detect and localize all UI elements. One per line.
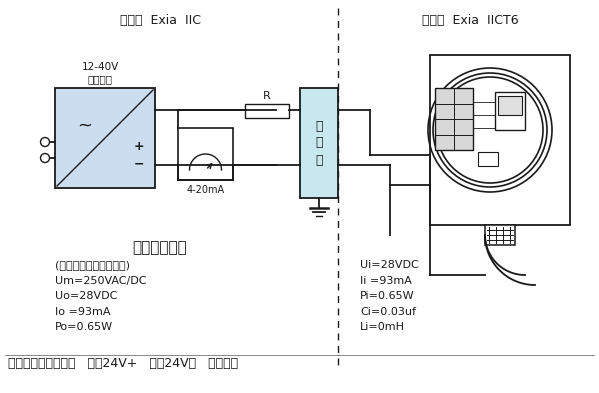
Text: 12-40V
直流电源: 12-40V 直流电源 (81, 62, 119, 84)
Text: ~: ~ (77, 117, 92, 135)
Bar (478, 152, 498, 166)
Text: 注：一体化接线方式   红：24V+   蓝：24V－   黑：接地: 注：一体化接线方式 红：24V+ 蓝：24V－ 黑：接地 (8, 357, 238, 370)
Bar (300, 88, 338, 198)
Bar (498, 96, 522, 115)
Bar (178, 128, 233, 180)
Circle shape (41, 154, 50, 162)
Bar (430, 55, 570, 225)
Bar (435, 88, 473, 150)
Bar (495, 92, 525, 130)
Circle shape (41, 138, 50, 147)
Text: 安
全
栅: 安 全 栅 (315, 119, 323, 167)
Text: 本安型接线图: 本安型接线图 (132, 240, 187, 255)
Text: Ui=28VDC
Ii =93mA
Pi=0.65W
Ci=0.03uf
Li=0mH: Ui=28VDC Ii =93mA Pi=0.65W Ci=0.03uf Li=… (360, 260, 419, 332)
Text: 4-20mA: 4-20mA (186, 185, 225, 195)
Text: +: + (134, 140, 144, 152)
Bar (245, 104, 289, 118)
Bar (485, 225, 515, 245)
Text: 安全区  Exia  IIC: 安全区 Exia IIC (119, 14, 201, 27)
Text: −: − (134, 158, 144, 171)
Text: (参见安全栅适用说明书)
Um=250VAC/DC
Uo=28VDC
Io =93mA
Po=0.65W: (参见安全栅适用说明书) Um=250VAC/DC Uo=28VDC Io =9… (55, 260, 147, 332)
Text: R: R (263, 91, 271, 101)
Text: 危险区  Exia  IICT6: 危险区 Exia IICT6 (422, 14, 518, 27)
Bar (55, 88, 155, 188)
